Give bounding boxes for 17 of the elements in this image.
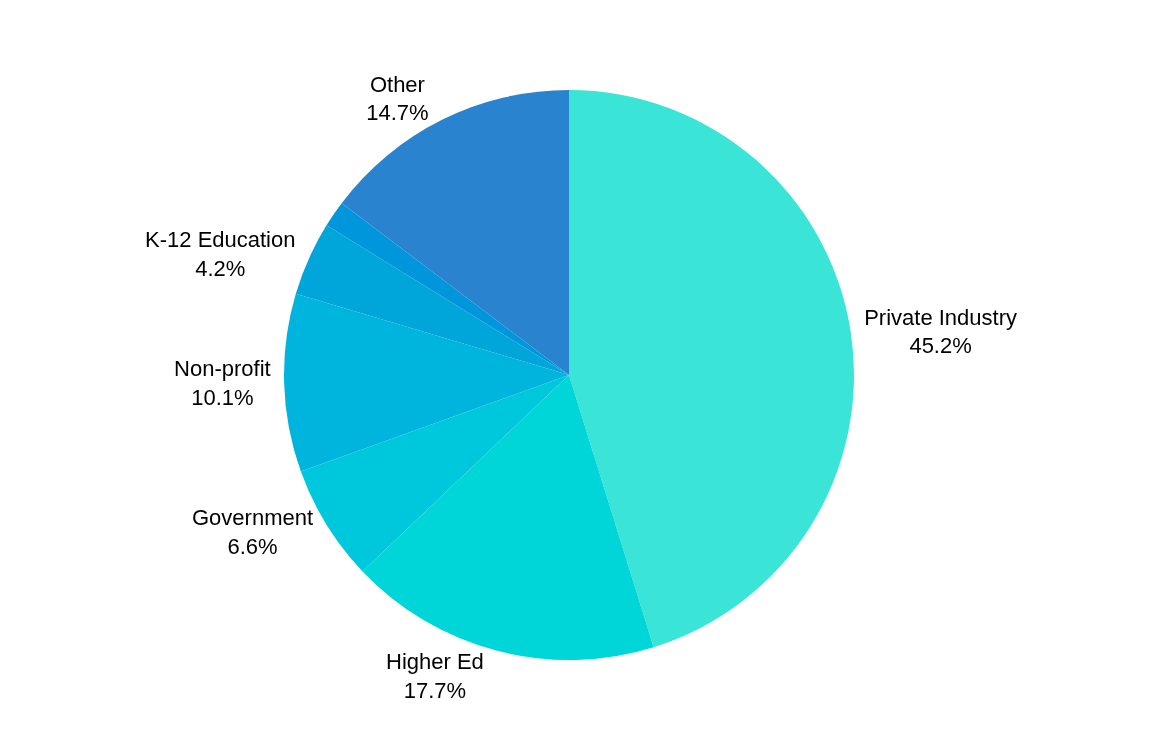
slice-label: Private Industry: [864, 304, 1018, 330]
slice-label: Other: [369, 71, 425, 97]
pie-slice: [569, 90, 854, 648]
data-label: 17.7%: [403, 677, 467, 703]
data-label: 4.2%: [195, 255, 246, 281]
data-label: 10.1%: [191, 384, 254, 410]
pie-slice: [326, 203, 569, 375]
slice-label: Government: [192, 505, 314, 531]
data-label: 14.7%: [366, 100, 429, 126]
pie-slice: [284, 293, 569, 472]
pie-slice: [341, 90, 569, 375]
slice-label: Higher Ed: [386, 649, 484, 675]
slice-label: K-12 Education: [145, 227, 296, 253]
slice-label: Non-profit: [174, 356, 271, 382]
data-label: 6.6%: [227, 533, 278, 559]
data-label: 45.2%: [909, 333, 972, 359]
pie-slice: [295, 225, 569, 375]
